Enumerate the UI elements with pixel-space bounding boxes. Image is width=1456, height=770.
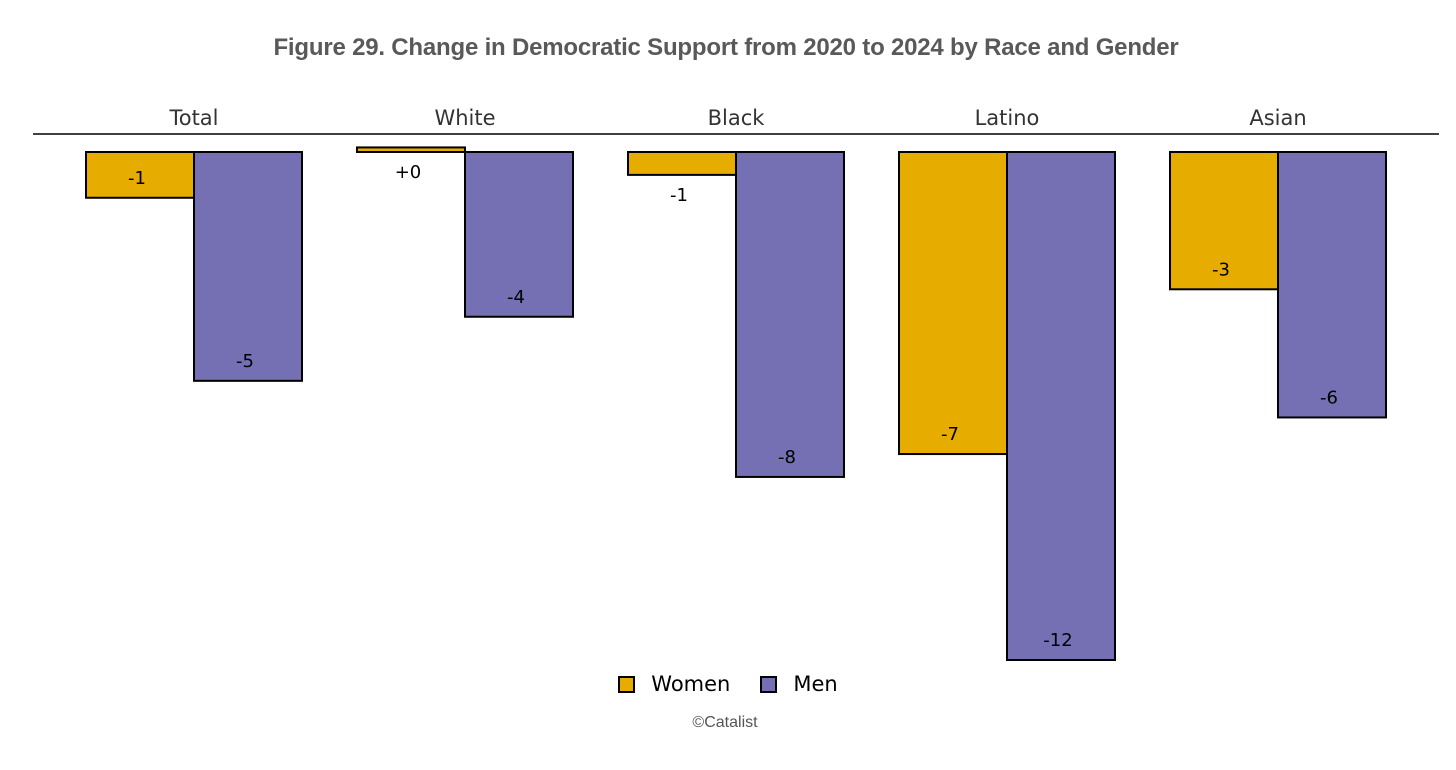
data-label: -6 [1320, 387, 1338, 408]
data-label: -7 [941, 424, 959, 445]
bar-men-white [464, 151, 574, 318]
data-label: -5 [236, 351, 254, 372]
data-label: -3 [1212, 259, 1230, 280]
data-label: +0 [395, 162, 422, 183]
category-label: Black [708, 106, 766, 130]
bar-women-total [85, 151, 195, 199]
data-label: -4 [507, 287, 525, 308]
legend-item-women: Women [618, 672, 730, 696]
legend: Women Men [0, 672, 1456, 696]
bar-women-white [356, 146, 466, 153]
bar-women-black [627, 151, 737, 176]
category-label: Latino [975, 106, 1040, 130]
category-label: White [434, 106, 495, 130]
bar-women-asian [1169, 151, 1279, 291]
copyright-notice: ©Catalist [692, 714, 758, 731]
legend-item-men: Men [760, 672, 838, 696]
legend-swatch-men [760, 675, 778, 693]
data-label: -1 [128, 168, 146, 189]
bar-men-asian [1277, 151, 1387, 419]
data-label: -12 [1043, 630, 1072, 651]
category-label: Total [168, 106, 218, 130]
legend-swatch-women [618, 675, 636, 693]
bar-men-black [735, 151, 845, 478]
category-label: Asian [1249, 106, 1306, 130]
data-label: -8 [778, 447, 796, 468]
bar-women-latino [898, 151, 1008, 456]
chart-title: Figure 29. Change in Democratic Support … [273, 34, 1179, 61]
bar-men-total [193, 151, 303, 382]
legend-label-men: Men [793, 672, 838, 696]
bar-men-latino [1006, 151, 1116, 661]
data-label: -1 [670, 185, 688, 206]
bar-chart: Total -1 -5 White +0 -4 Black -1 -8 Latino -7 -12 As… [33, 106, 1439, 661]
legend-label-women: Women [651, 672, 731, 696]
